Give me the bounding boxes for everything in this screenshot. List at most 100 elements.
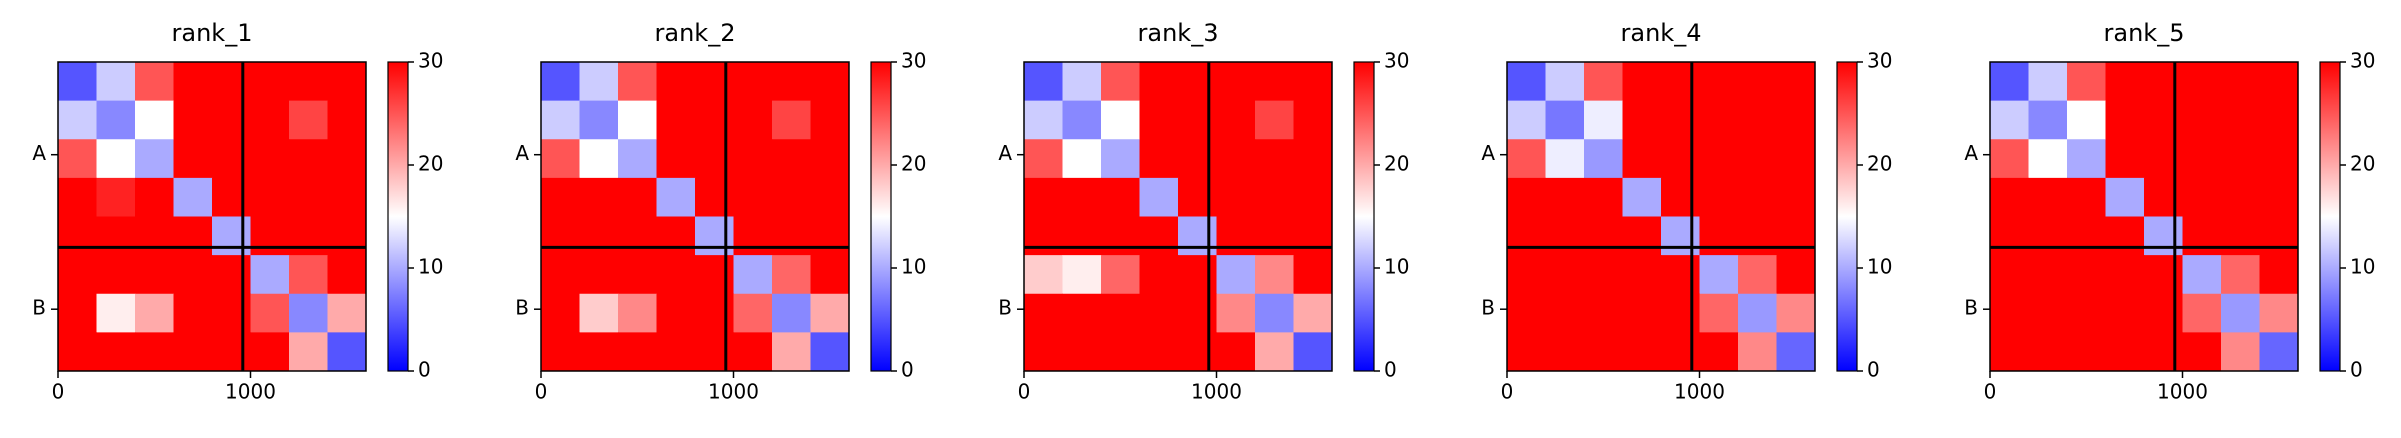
heatmap-cell bbox=[2221, 332, 2260, 372]
y-tick-label: A bbox=[32, 141, 46, 165]
heatmap-cell bbox=[2259, 62, 2299, 102]
heatmap-cell bbox=[2144, 62, 2183, 102]
heatmap-cell bbox=[1738, 216, 1777, 256]
heatmap-cell bbox=[1062, 332, 1102, 372]
heatmap-cell bbox=[656, 177, 696, 217]
colorbar-tick-label: 10 bbox=[901, 255, 926, 279]
heatmap-cell bbox=[1139, 332, 1179, 372]
heatmap-cell bbox=[2144, 177, 2183, 217]
heatmap-cell bbox=[2182, 100, 2222, 140]
heatmap-cell bbox=[618, 293, 657, 333]
heatmap-cell bbox=[1293, 62, 1333, 102]
heatmap-cell bbox=[327, 332, 367, 372]
x-tick-label: 1000 bbox=[708, 380, 759, 404]
heatmap-cell bbox=[541, 177, 580, 217]
heatmap-cell bbox=[733, 139, 773, 179]
heatmap-cell bbox=[772, 255, 811, 295]
heatmap-cell bbox=[579, 293, 619, 333]
heatmap-cell bbox=[618, 332, 657, 372]
heatmap-cell bbox=[2028, 139, 2068, 179]
heatmap-cell bbox=[2182, 216, 2222, 256]
colorbar-tick-label: 20 bbox=[2350, 152, 2375, 176]
plot-frame bbox=[1023, 61, 1333, 372]
heatmap-cell bbox=[579, 332, 619, 372]
heatmap-cell bbox=[2182, 62, 2222, 102]
colorbar-tick-label: 10 bbox=[2350, 255, 2375, 279]
colorbar bbox=[1353, 61, 1375, 372]
heatmap-cell bbox=[1293, 177, 1333, 217]
heatmap-cell bbox=[1738, 293, 1777, 333]
heatmap-cell bbox=[1216, 100, 1256, 140]
heatmap-cell bbox=[1101, 332, 1140, 372]
plot-frame bbox=[1989, 61, 2299, 372]
heatmap-cell bbox=[1101, 293, 1140, 333]
heatmap-cell bbox=[1699, 332, 1739, 372]
heatmap-cell bbox=[173, 216, 213, 256]
x-tick-label: 0 bbox=[52, 380, 65, 404]
heatmap-cell bbox=[2067, 177, 2106, 217]
heatmap-cell bbox=[1584, 177, 1623, 217]
heatmap-cell bbox=[1178, 177, 1217, 217]
heatmap-cell bbox=[2182, 177, 2222, 217]
heatmap-cell bbox=[250, 332, 290, 372]
heatmap-cell bbox=[2067, 332, 2106, 372]
colorbar-tick-label: 20 bbox=[901, 152, 926, 176]
heatmap-cell bbox=[1699, 62, 1739, 102]
heatmap-cell bbox=[1507, 293, 1546, 333]
y-tick-label: A bbox=[1481, 141, 1495, 165]
heatmap-cell bbox=[1545, 255, 1585, 295]
heatmap-cell bbox=[289, 139, 328, 179]
heatmap-cell bbox=[1990, 139, 2029, 179]
heatmap-cell bbox=[1293, 332, 1333, 372]
heatmap-cell bbox=[1584, 216, 1623, 256]
heatmap-cell bbox=[541, 216, 580, 256]
heatmap-cell bbox=[212, 177, 251, 217]
heatmap-cell bbox=[2182, 139, 2222, 179]
heatmap-cell bbox=[1545, 216, 1585, 256]
heatmap-cell bbox=[96, 293, 136, 333]
heatmap-cell bbox=[1101, 255, 1140, 295]
heatmap-cell bbox=[327, 139, 367, 179]
heatmap-cell bbox=[2259, 332, 2299, 372]
heatmap-cell bbox=[2028, 62, 2068, 102]
colorbar-tick-label: 0 bbox=[2350, 358, 2363, 382]
heatmap-cell bbox=[250, 293, 290, 333]
heatmap-cell bbox=[1139, 255, 1179, 295]
heatmap-cell bbox=[173, 293, 213, 333]
heatmap-cell bbox=[695, 293, 734, 333]
heatmap-cell bbox=[289, 100, 328, 140]
panel-title: rank_5 bbox=[2104, 19, 2185, 47]
heatmap-cell bbox=[541, 255, 580, 295]
colorbar-tick-label: 0 bbox=[1384, 358, 1397, 382]
heatmap-cell bbox=[1062, 62, 1102, 102]
x-tick-label: 1000 bbox=[1191, 380, 1242, 404]
heatmap-cell bbox=[1101, 177, 1140, 217]
heatmap-cell bbox=[1738, 139, 1777, 179]
heatmap-cell bbox=[1990, 255, 2029, 295]
heatmap-cell bbox=[2182, 332, 2222, 372]
heatmap-cell bbox=[1622, 293, 1662, 333]
heatmap-cell bbox=[1545, 100, 1585, 140]
heatmap-cell bbox=[541, 139, 580, 179]
heatmap-cell bbox=[327, 62, 367, 102]
heatmap-cell bbox=[1699, 216, 1739, 256]
heatmap-cell bbox=[1062, 177, 1102, 217]
x-tick-label: 0 bbox=[1984, 380, 1997, 404]
heatmap-cell bbox=[1178, 293, 1217, 333]
heatmap-cell bbox=[1776, 100, 1816, 140]
heatmap-cell bbox=[2144, 255, 2183, 295]
heatmap-cell bbox=[1293, 100, 1333, 140]
heatmap-cell bbox=[2067, 255, 2106, 295]
heatmap-cell bbox=[1139, 293, 1179, 333]
heatmap-cell bbox=[58, 216, 97, 256]
heatmap-cell bbox=[2144, 139, 2183, 179]
heatmap-cell bbox=[327, 293, 367, 333]
heatmap-cell bbox=[1661, 177, 1700, 217]
heatmap-cell bbox=[695, 216, 734, 256]
heatmap-cell bbox=[2067, 62, 2106, 102]
heatmap-cell bbox=[250, 62, 290, 102]
panel: rank_2 0 1000 A B 0 10 20 30 bbox=[515, 19, 926, 404]
heatmap-cell bbox=[2221, 139, 2260, 179]
heatmap-cell bbox=[695, 177, 734, 217]
heatmap-cell bbox=[1507, 62, 1546, 102]
